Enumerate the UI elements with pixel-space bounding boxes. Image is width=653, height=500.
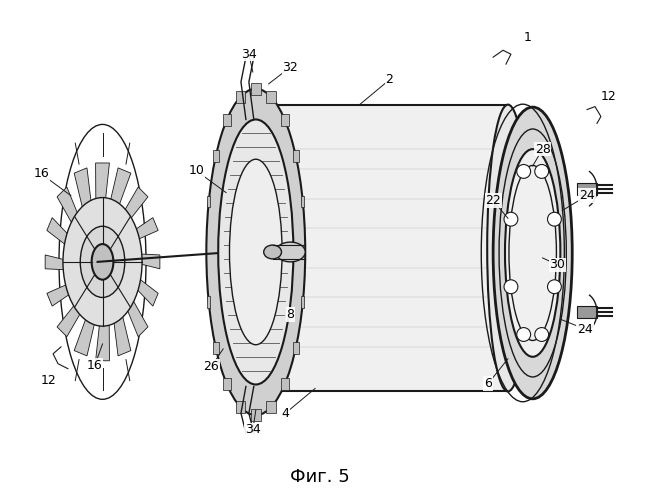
Polygon shape [119,265,158,306]
Text: 32: 32 [283,60,298,74]
Text: 12: 12 [601,90,616,103]
Polygon shape [256,104,508,392]
Ellipse shape [493,107,572,399]
Text: 8: 8 [287,308,295,321]
Text: 22: 22 [485,194,501,207]
Ellipse shape [206,89,305,415]
Ellipse shape [505,149,560,357]
Text: 34: 34 [241,48,257,60]
Ellipse shape [80,226,125,298]
Circle shape [535,328,549,342]
Text: 34: 34 [245,424,261,436]
Ellipse shape [276,242,305,262]
Polygon shape [207,296,210,308]
Ellipse shape [91,244,114,280]
Text: 16: 16 [87,359,103,372]
Text: 16: 16 [33,168,49,180]
Ellipse shape [63,198,142,326]
Polygon shape [577,183,597,194]
Polygon shape [47,276,89,306]
Text: 10: 10 [189,164,204,177]
Circle shape [535,164,549,178]
Polygon shape [213,150,219,162]
Ellipse shape [229,159,282,344]
Polygon shape [577,306,597,318]
Text: 24: 24 [577,322,593,336]
Polygon shape [301,196,304,207]
Polygon shape [103,168,131,234]
Ellipse shape [264,245,281,259]
Polygon shape [95,291,110,361]
Polygon shape [281,114,289,126]
Polygon shape [110,286,131,356]
Circle shape [547,212,562,226]
Ellipse shape [487,104,529,392]
Text: 1: 1 [524,31,532,44]
Ellipse shape [218,120,293,384]
Polygon shape [266,91,276,102]
Polygon shape [251,409,261,421]
Polygon shape [120,253,160,269]
Circle shape [547,280,562,293]
Text: 26: 26 [204,360,219,373]
Circle shape [517,328,531,342]
Text: 24: 24 [579,189,595,202]
Polygon shape [223,378,231,390]
Text: 2: 2 [385,74,393,86]
Polygon shape [57,284,95,337]
Polygon shape [47,218,86,259]
Polygon shape [236,401,246,413]
Polygon shape [95,163,110,233]
Circle shape [504,280,518,293]
Polygon shape [293,342,298,354]
Text: 4: 4 [281,406,289,420]
Polygon shape [116,276,148,336]
Text: 12: 12 [40,374,56,387]
Polygon shape [301,296,304,308]
Polygon shape [45,255,85,270]
Ellipse shape [235,104,277,392]
Text: 28: 28 [535,142,550,156]
Circle shape [517,164,531,178]
Polygon shape [116,218,158,248]
Polygon shape [74,168,95,238]
Polygon shape [281,378,289,390]
Polygon shape [236,91,246,102]
Text: Фиг. 5: Фиг. 5 [290,468,350,486]
Text: 30: 30 [549,258,565,272]
Polygon shape [110,187,148,239]
Polygon shape [74,290,102,356]
Polygon shape [213,342,219,354]
Polygon shape [251,83,261,94]
Polygon shape [223,114,231,126]
Circle shape [504,212,518,226]
Polygon shape [57,187,89,248]
Text: 6: 6 [485,377,492,390]
Polygon shape [293,150,298,162]
Polygon shape [207,196,210,207]
Polygon shape [266,401,276,413]
